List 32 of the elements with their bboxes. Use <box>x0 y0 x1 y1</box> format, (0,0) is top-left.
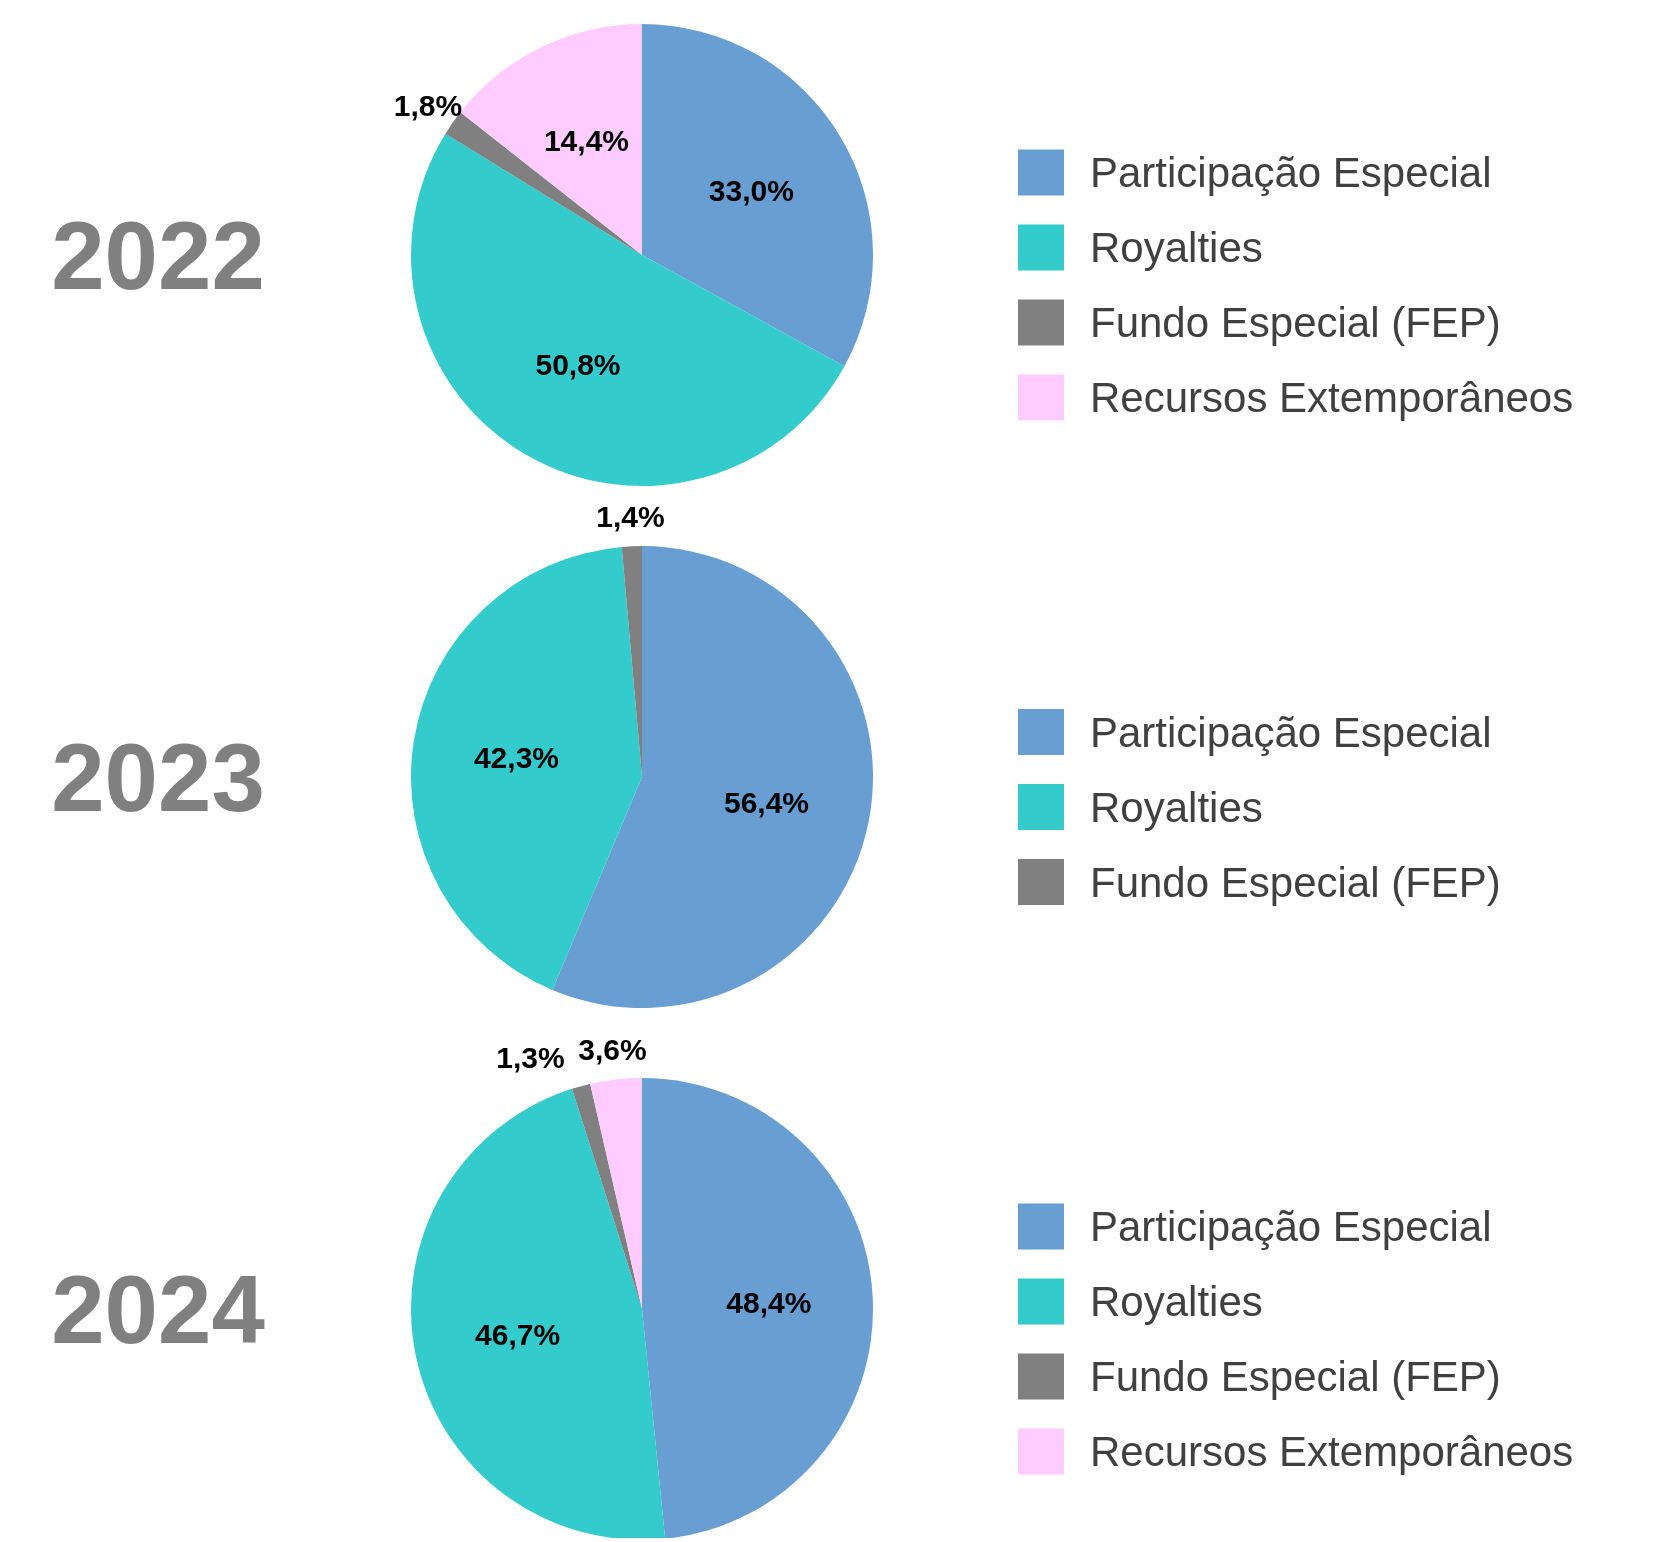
pie-slice <box>411 1088 666 1538</box>
data-label: 1,8% <box>393 89 463 123</box>
data-label: 42,3% <box>473 740 560 774</box>
legend-label: Participação Especial <box>1090 708 1492 756</box>
data-label: 3,6% <box>578 1033 647 1067</box>
legend-label: Participação Especial <box>1090 1203 1492 1250</box>
legend-label: Royalties <box>1090 783 1263 831</box>
data-label: 1,3% <box>496 1040 565 1074</box>
pie-slice <box>642 1078 873 1538</box>
data-label: 33,0% <box>708 173 794 207</box>
legend-label: Participação Especial <box>1090 149 1492 196</box>
text: 2022 <box>51 201 265 309</box>
legend-label: Royalties <box>1090 224 1263 271</box>
data-label: 50,8% <box>535 348 621 382</box>
pie-slice <box>460 24 642 255</box>
pie-slice <box>411 133 845 486</box>
legend-label: Fundo Especial (FEP) <box>1090 299 1501 346</box>
data-label: 56,4% <box>724 785 810 819</box>
pie-slice <box>642 24 873 367</box>
legend-label: Fundo Especial (FEP) <box>1090 1353 1501 1400</box>
data-label: 48,4% <box>726 1286 812 1320</box>
data-label: 1,4% <box>596 499 665 533</box>
data-label: 14,4% <box>543 124 629 158</box>
legend-label: Recursos Extemporâneos <box>1090 374 1574 421</box>
legend-label: Royalties <box>1090 1278 1263 1325</box>
pie-slice <box>411 546 642 990</box>
pie-slice <box>590 1078 642 1309</box>
text: 2024 <box>51 1255 265 1363</box>
legend-label: Recursos Extemporâneos <box>1090 1428 1574 1475</box>
data-label: 46,7% <box>475 1318 561 1352</box>
text: 2023 <box>51 723 265 831</box>
legend-label: Fundo Especial (FEP) <box>1090 858 1501 906</box>
